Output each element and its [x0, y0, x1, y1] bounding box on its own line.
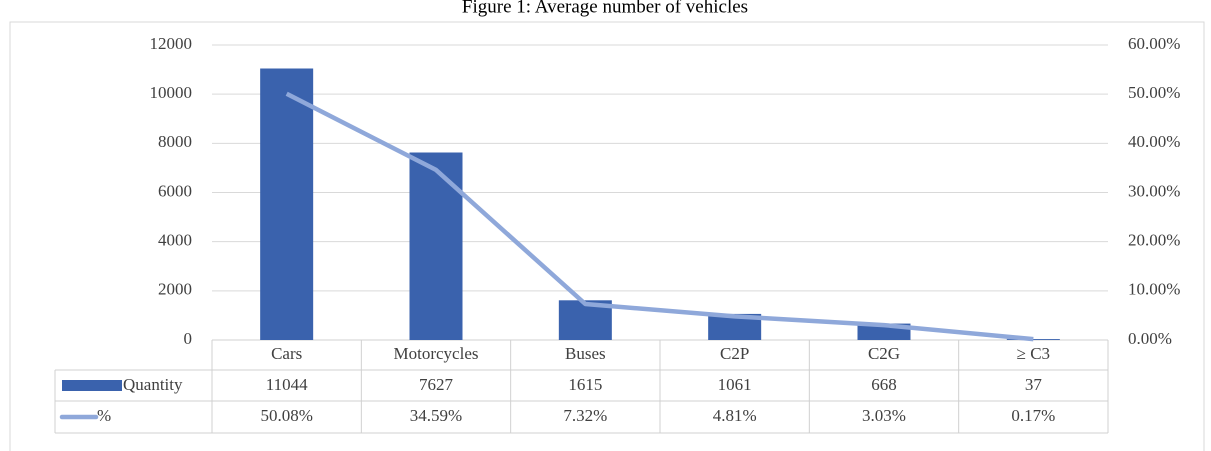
x-tick-label: Cars [271, 344, 302, 363]
table-cell: 0.17% [1011, 406, 1055, 425]
y2-tick-label: 0.00% [1128, 329, 1172, 348]
y2-tick-label: 40.00% [1128, 132, 1180, 151]
legend-key [62, 380, 122, 391]
bar [409, 152, 463, 340]
legend-label: % [97, 406, 111, 425]
table-cell: 50.08% [260, 406, 312, 425]
table-cell: 4.81% [713, 406, 757, 425]
x-tick-label: Buses [565, 344, 606, 363]
y-tick-label: 6000 [158, 181, 192, 200]
x-tick-label: Motorcycles [394, 344, 479, 363]
y2-tick-label: 10.00% [1128, 280, 1180, 299]
y-tick-label: 4000 [158, 231, 192, 250]
table-cell: 668 [871, 375, 897, 394]
y2-tick-label: 50.00% [1128, 83, 1180, 102]
table-cell: 11044 [266, 375, 308, 394]
table-cell: 7.32% [563, 406, 607, 425]
y-tick-label: 2000 [158, 280, 192, 299]
y2-tick-label: 30.00% [1128, 181, 1180, 200]
x-tick-label: ≥ C3 [1017, 344, 1050, 363]
bar [1006, 339, 1060, 340]
table-cell: 7627 [419, 375, 454, 394]
table-cell: 37 [1025, 375, 1043, 394]
chart-border [9, 21, 1205, 451]
table-cell: 3.03% [862, 406, 906, 425]
table-cell: 34.59% [410, 406, 462, 425]
y-tick-label: 0 [184, 329, 193, 348]
y-tick-label: 10000 [150, 83, 193, 102]
table-cell: 1615 [568, 375, 602, 394]
y2-tick-label: 20.00% [1128, 231, 1180, 250]
y-tick-label: 8000 [158, 132, 192, 151]
chart-title: Figure 1: Average number of vehicles [462, 0, 748, 17]
bar [260, 68, 314, 341]
line [285, 91, 1034, 342]
legend-label: Quantity [123, 375, 183, 394]
x-tick-label: C2P [720, 344, 749, 363]
y2-tick-label: 60.00% [1128, 34, 1180, 53]
table-cell: 1061 [718, 375, 752, 394]
x-tick-label: C2G [868, 344, 900, 363]
y-tick-label: 12000 [150, 34, 193, 53]
